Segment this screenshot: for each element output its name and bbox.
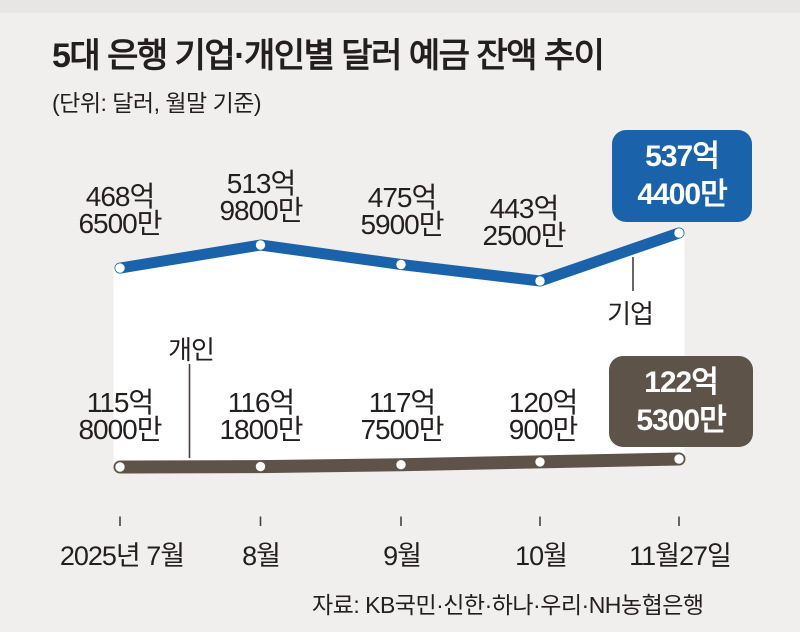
ind-callout-box: 122억 5300만 — [609, 356, 753, 447]
x-tick-label-2: 9월 — [383, 541, 422, 571]
between-series-area — [113, 233, 685, 467]
corp-marker-3 — [535, 276, 545, 286]
corp-point-label-2: 475억 5900만 — [360, 182, 444, 240]
corp-callout-box: 537억 4400만 — [612, 130, 752, 222]
ind-point-label-3: 120억 900만 — [508, 387, 578, 445]
corp-point-label-1-line2: 9800만 — [219, 195, 303, 226]
chart-subtitle: (단위: 달러, 월말 기준) — [52, 90, 262, 116]
corp-callout-line1: 537억 — [645, 140, 720, 173]
corp-point-label-2-line1: 475억 — [367, 182, 437, 213]
top-strip — [0, 0, 800, 13]
corp-point-label-0-line1: 468억 — [85, 181, 155, 212]
corp-point-label-3-line1: 443억 — [489, 193, 559, 224]
source-note: 자료: KB국민·신한·하나·우리·NH농협은행 — [312, 592, 704, 618]
corp-point-label-2-line2: 5900만 — [360, 209, 444, 240]
ind-point-label-0: 115억 8000만 — [78, 387, 162, 445]
corp-marker-0 — [115, 263, 125, 273]
x-tick-label-1: 8월 — [242, 541, 281, 571]
corp-point-label-1-line1: 513억 — [226, 168, 296, 199]
ind-point-label-0-line1: 115억 — [86, 387, 154, 418]
chart-title: 5대 은행 기업·개인별 달러 예금 잔액 추이 — [52, 37, 605, 75]
corp-point-label-0-line2: 6500만 — [78, 208, 162, 239]
corp-point-label-0: 468억 6500만 — [78, 181, 162, 239]
x-tick-label-0: 2025년 7월 — [59, 541, 185, 571]
corp-point-label-3: 443억 2500만 — [482, 193, 566, 251]
ind-point-label-1: 116억 1800만 — [219, 387, 303, 445]
series-label-individual: 개인 — [168, 335, 215, 365]
x-tick-label-3: 10월 — [515, 541, 568, 571]
corp-marker-2 — [396, 259, 406, 270]
series-label-corp: 기업 — [607, 299, 654, 329]
individual-marker-3 — [535, 457, 545, 467]
ind-point-label-3-line1: 120억 — [508, 387, 578, 418]
corp-point-label-3-line2: 2500만 — [482, 220, 566, 251]
ind-point-label-1-line2: 1800만 — [219, 414, 303, 445]
individual-marker-1 — [255, 461, 266, 472]
individual-marker-0 — [115, 462, 125, 472]
x-tick-label-4: 11월27일 — [629, 541, 732, 571]
ind-point-label-2: 117억 7500만 — [360, 387, 444, 445]
individual-marker-2 — [396, 460, 406, 470]
ind-point-label-3-line2: 900만 — [508, 414, 578, 445]
corp-point-label-1: 513억 9800만 — [219, 168, 303, 226]
ind-point-label-1-line1: 116억 — [227, 387, 295, 418]
ind-callout-line2: 5300만 — [636, 403, 726, 437]
ind-point-label-2-line2: 7500만 — [360, 414, 444, 445]
ind-point-label-2-line1: 117억 — [368, 387, 436, 418]
corp-callout-line2: 4400만 — [637, 178, 727, 211]
corp-marker-1 — [255, 240, 266, 250]
ind-callout-line1: 122억 — [644, 365, 719, 399]
individual-marker-4 — [674, 454, 684, 464]
corp-marker-4 — [674, 228, 684, 238]
ind-point-label-0-line2: 8000만 — [78, 414, 162, 445]
